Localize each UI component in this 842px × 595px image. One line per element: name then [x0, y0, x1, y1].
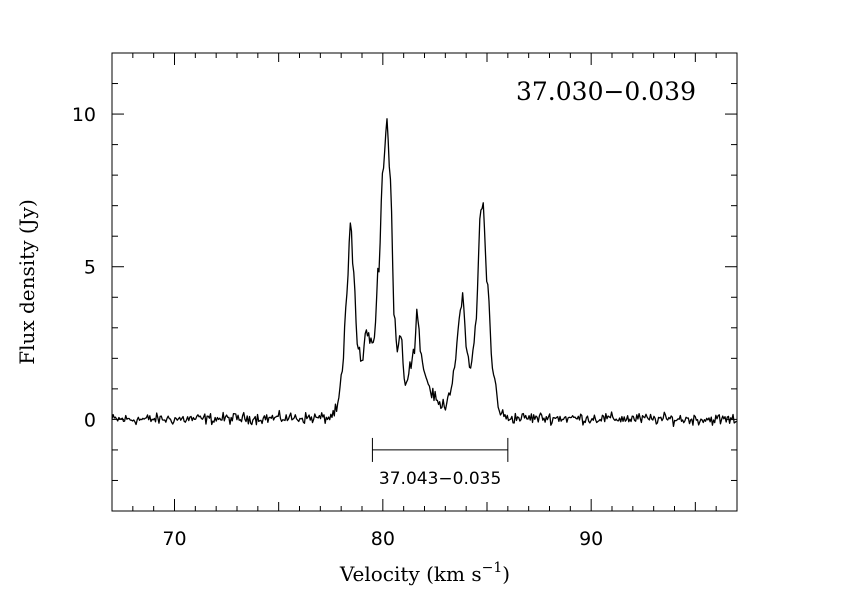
x-tick-label: 70 [162, 528, 186, 550]
x-tick-label: 80 [371, 528, 395, 550]
y-tick-label: 10 [72, 104, 96, 126]
y-axis-label: Flux density (Jy) [15, 199, 39, 365]
y-tick-label: 0 [84, 409, 96, 431]
annotation-label: 37.043−0.035 [379, 469, 501, 489]
x-axis-label: Velocity (km s−1) [339, 560, 510, 586]
chart-title: 37.030−0.039 [516, 77, 696, 106]
plot-area [111, 118, 737, 428]
spectrum-line [111, 118, 737, 428]
y-tick-label: 5 [84, 257, 96, 279]
x-tick-label: 90 [579, 528, 603, 550]
annotation-group: 37.043−0.035 [371, 437, 509, 489]
axis-ticks: 70 80 90 0 5 10 [72, 52, 738, 550]
